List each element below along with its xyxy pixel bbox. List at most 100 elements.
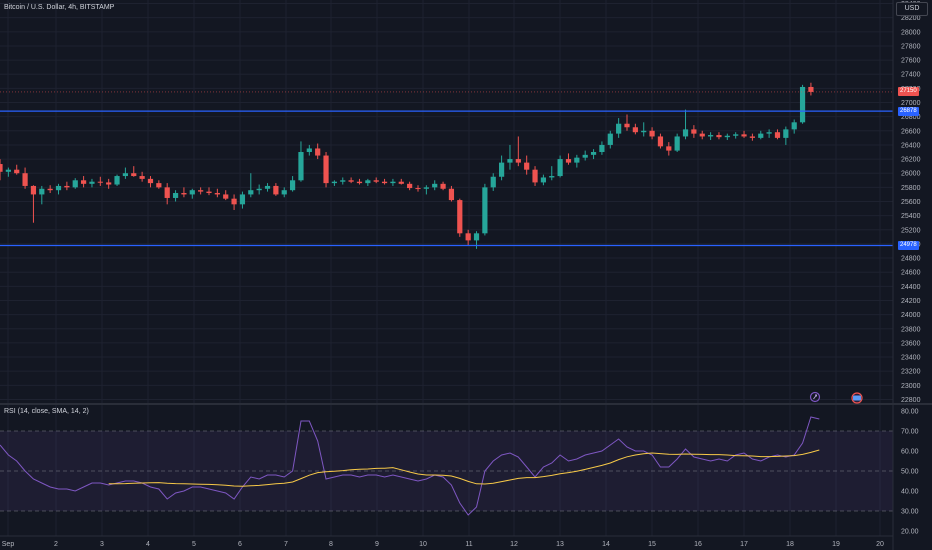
candle-down	[808, 82, 814, 96]
price-tick-label: 28200	[901, 15, 921, 22]
candle-down	[164, 183, 170, 205]
price-tick-label: 22800	[901, 397, 921, 404]
candle-body	[691, 129, 697, 134]
rsi-tick-label: 70.00	[901, 429, 919, 436]
candle-body	[473, 233, 480, 241]
candle-body	[624, 123, 630, 128]
candle-up	[432, 180, 438, 191]
candle-body	[574, 157, 580, 163]
candle-body	[490, 176, 496, 188]
candle-up	[783, 126, 789, 145]
time-tick-label: Sep	[2, 541, 15, 548]
candle-down	[223, 190, 229, 201]
candle-down	[515, 136, 521, 167]
price-tick-label: 27600	[901, 58, 921, 65]
rsi-title[interactable]: RSI (14, close, SMA, 14, 2)	[4, 408, 89, 415]
price-tick-label: 25200	[901, 227, 921, 234]
rsi-axis[interactable]: 80.00 70.00 60.00 50.00 40.00 30.00 20.00	[901, 409, 919, 536]
candle-up	[674, 133, 680, 153]
symbol-title[interactable]: Bitcoin / U.S. Dollar, 4h, BITSTAMP	[4, 4, 115, 11]
candle-body	[139, 176, 145, 179]
candle-body	[749, 136, 755, 138]
candle-body	[499, 162, 505, 177]
candle-body	[390, 181, 396, 184]
price-tick-label: 26000	[901, 171, 921, 178]
candle-up	[758, 130, 764, 140]
rsi-tick-label: 80.00	[901, 409, 919, 416]
candle-body	[457, 200, 463, 234]
price-tick-label: 23200	[901, 369, 921, 376]
candle-body	[724, 135, 730, 138]
candle-up	[682, 109, 689, 140]
candle-up	[122, 167, 128, 179]
price-tick-label: 27000	[901, 100, 921, 107]
candle-body	[432, 183, 438, 188]
candle-up	[708, 132, 714, 140]
candle-down	[699, 130, 705, 140]
candle-down	[398, 178, 404, 185]
time-tick-label: 16	[694, 541, 702, 548]
candle-up	[55, 183, 62, 195]
candle-body	[766, 132, 772, 134]
time-tick-label: 17	[740, 541, 748, 548]
candle-body	[114, 176, 120, 185]
candle-down	[774, 129, 781, 140]
price-tick-label: 23600	[901, 340, 921, 347]
candle-body	[590, 152, 597, 155]
price-tick-label: 26600	[901, 128, 921, 135]
candle-down	[373, 177, 379, 184]
time-axis[interactable]: Sep 2 3 4 5 6 7 8 9 10 11 12 13 14 15 16 17 18 19 20	[2, 541, 884, 548]
horizontal-levels[interactable]	[0, 91, 893, 247]
candle-down	[415, 185, 421, 192]
candle-body	[206, 191, 212, 194]
candle-up	[574, 154, 580, 168]
candle-body	[273, 185, 279, 195]
events-icon[interactable]	[851, 392, 863, 404]
candle-body	[231, 198, 237, 205]
candle-body	[699, 133, 705, 137]
candle-up	[39, 185, 45, 205]
candle-up	[239, 191, 246, 209]
candle-up	[281, 187, 287, 198]
time-tick-label: 11	[465, 541, 472, 548]
candle-up	[306, 144, 312, 156]
candle-up	[256, 184, 262, 195]
candle-up	[89, 178, 95, 188]
candle-down	[198, 187, 204, 195]
candle-down	[22, 167, 28, 189]
candle-body	[532, 169, 538, 183]
candle-body	[315, 148, 321, 156]
grid-lines	[0, 0, 893, 536]
candle-down	[716, 132, 722, 140]
rsi-tick-label: 40.00	[901, 489, 919, 496]
candle-body	[507, 159, 513, 163]
price-axis[interactable]: 2840028200280002780027600274002720027000…	[901, 1, 921, 404]
candle-up	[331, 180, 337, 186]
news-flag-icon[interactable]	[809, 391, 821, 403]
news-flag-icon-ring[interactable]	[809, 391, 821, 403]
time-tick-label: 7	[284, 541, 288, 548]
candle-body	[682, 129, 689, 137]
candle-body	[657, 136, 664, 147]
price-tick-label: 24400	[901, 284, 921, 291]
candle-down	[323, 152, 329, 188]
rsi-series	[0, 416, 820, 516]
candle-up	[799, 84, 806, 124]
candle-down	[273, 183, 279, 196]
candle-up	[189, 188, 195, 199]
price-tick-label: 28000	[901, 29, 921, 36]
candle-body	[39, 188, 45, 195]
time-tick-label: 8	[329, 541, 333, 548]
candle-down	[356, 178, 363, 185]
candle-body	[172, 193, 179, 198]
price-tick-label: 24800	[901, 256, 921, 263]
candle-down	[749, 133, 755, 141]
currency-button[interactable]: USD	[896, 2, 928, 16]
candle-down	[156, 180, 162, 189]
candle-up	[499, 155, 505, 181]
candle-body	[214, 193, 220, 195]
candle-body	[164, 187, 170, 198]
candle-down	[47, 185, 53, 194]
candle-body	[708, 135, 714, 137]
